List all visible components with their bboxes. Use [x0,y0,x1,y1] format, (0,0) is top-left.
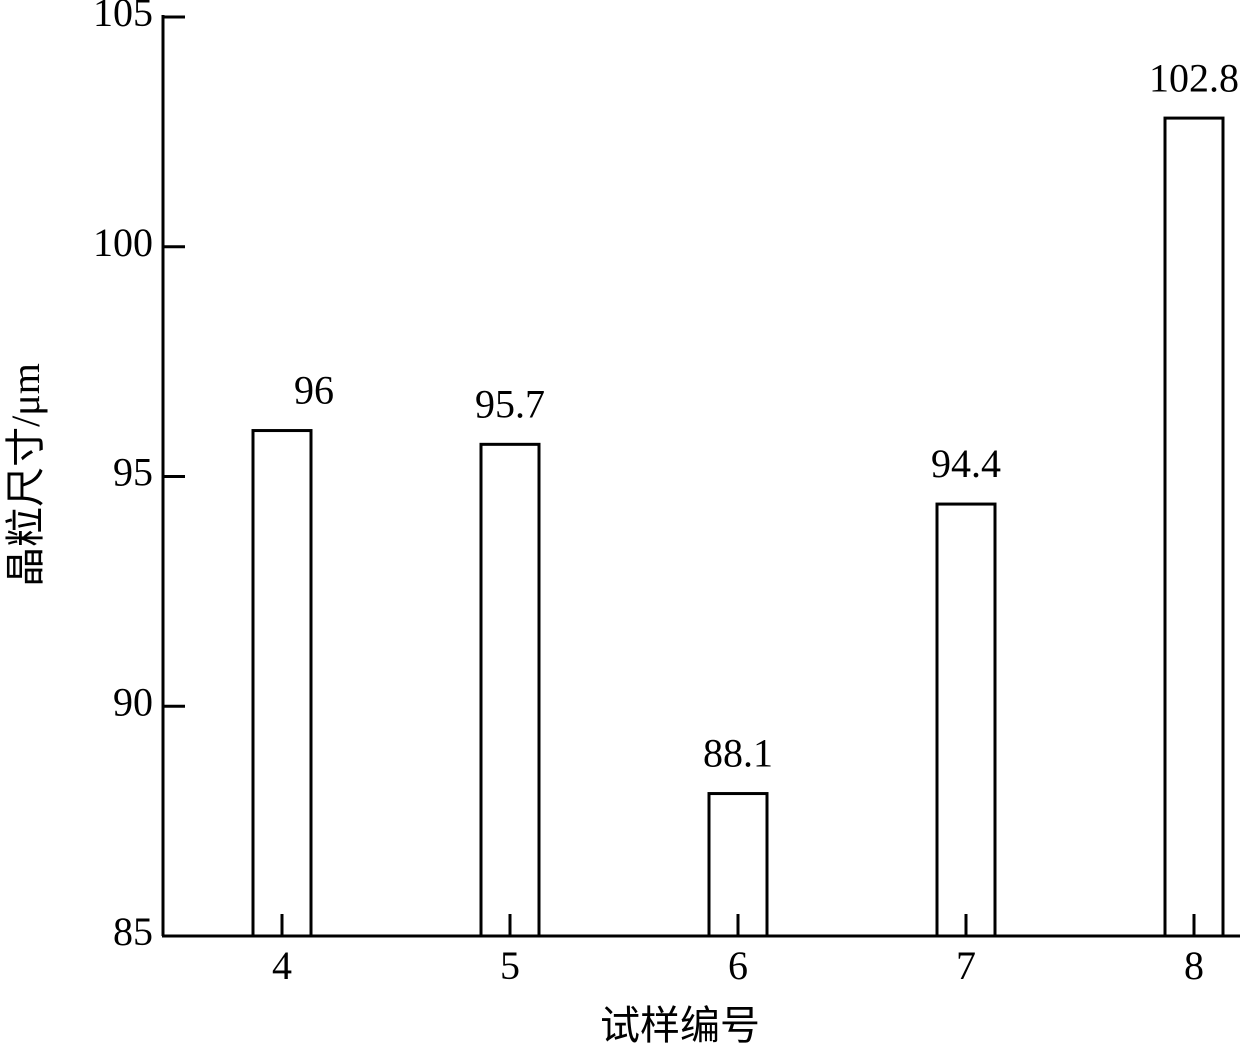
data-label: 94.4 [931,441,1001,486]
data-label: 102.8 [1149,55,1239,100]
data-label: 96 [294,368,334,413]
y-tick-label: 90 [113,679,153,724]
y-tick-label: 85 [113,909,153,954]
bar [1163,116,1225,938]
y-tick-label: 105 [93,0,153,35]
bar [479,442,541,938]
data-label: 88.1 [703,731,773,776]
y-tick-label: 100 [93,220,153,265]
data-label: 95.7 [475,382,545,427]
bar [935,502,997,938]
bar [251,429,313,938]
x-tick-label: 4 [272,943,292,988]
x-tick-label: 5 [500,943,520,988]
y-tick-label: 95 [113,450,153,495]
bar [707,792,769,938]
y-axis-label: 晶粒尺寸/μm [3,363,48,587]
x-tick-label: 7 [956,943,976,988]
x-tick-label: 8 [1184,943,1204,988]
x-tick-label: 6 [728,943,748,988]
x-axis-label: 试样编号 [600,1003,760,1048]
